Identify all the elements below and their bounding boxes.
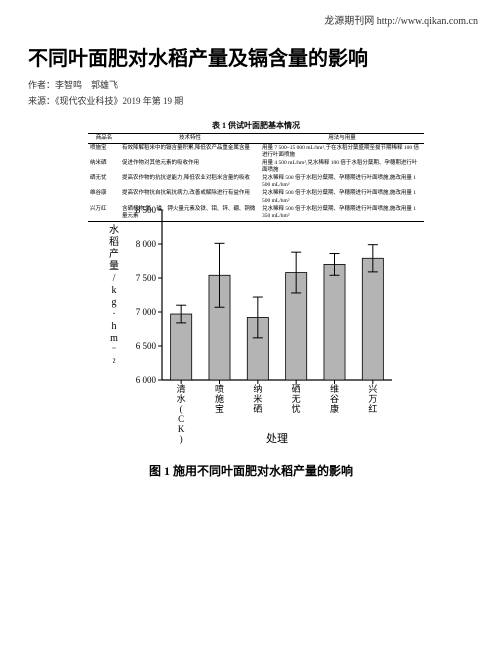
svg-text:h: h: [112, 321, 117, 332]
revenue-chart: 6 0006 5007 0007 5008 0008 500清水(CK)喷施宝纳…: [100, 200, 410, 460]
table-cell: 有效降解稻米中的镉含量积累,降低农产品重金属含量: [120, 144, 260, 160]
table-title: 表 1 供试叶面肥基本情况: [88, 120, 424, 131]
svg-text:硒: 硒: [253, 404, 262, 414]
svg-text:6 500: 6 500: [136, 341, 157, 351]
svg-text:硒: 硒: [292, 384, 301, 394]
svg-text:水: 水: [109, 224, 119, 236]
svg-text:水: 水: [177, 393, 186, 404]
svg-text:红: 红: [368, 403, 377, 414]
svg-text:): ): [180, 434, 183, 444]
author-line: 作者：李智鸣 郭雄飞: [28, 78, 118, 91]
svg-text:兴: 兴: [368, 384, 377, 394]
table-header-cell: 用法与用量: [260, 134, 424, 144]
svg-text:⁻: ⁻: [111, 345, 116, 356]
author-prefix: 作者：: [28, 80, 55, 90]
svg-text:谷: 谷: [330, 394, 339, 404]
svg-text:k: k: [112, 285, 117, 296]
svg-text:宝: 宝: [215, 403, 224, 414]
source-prefix: 来源：: [28, 96, 55, 106]
svg-text:处理: 处理: [266, 432, 288, 445]
svg-text:忧: 忧: [292, 403, 301, 414]
svg-text:²: ²: [113, 357, 116, 368]
svg-text:7 000: 7 000: [136, 307, 157, 317]
table-row: 喷施宝有效降解稻米中的镉含量积累,降低农产品重金属含量用量 7 500~15 0…: [88, 144, 424, 160]
chart-svg: 6 0006 5007 0007 5008 0008 500清水(CK)喷施宝纳…: [100, 200, 410, 460]
table-cell: 纳米硒: [88, 159, 120, 174]
svg-text:康: 康: [330, 403, 339, 414]
page-title: 不同叶面肥对水稻产量及镉含量的影响: [28, 42, 368, 71]
source-text: 《现代农业科技》2019 年第 19 期: [55, 96, 183, 106]
svg-text:施: 施: [215, 393, 224, 404]
svg-text:8 000: 8 000: [136, 239, 157, 249]
svg-text:·: ·: [112, 309, 115, 320]
table-cell: 用量 7 500~15 000 mL/hm²,于在水稻分蘖盛期至拔节期稀释 10…: [260, 144, 424, 160]
table-header-cell: 技术特性: [120, 134, 260, 144]
svg-text:K: K: [178, 424, 185, 434]
table-header-cell: 商品名: [88, 134, 120, 144]
svg-text:量: 量: [109, 260, 119, 272]
svg-text:C: C: [178, 414, 184, 424]
svg-text:(: (: [180, 404, 183, 414]
table-cell: 用量 4 500 mL/hm²,兑水稀释 100 倍于水稻分蘖期、孕穗期进行叶面…: [260, 159, 424, 174]
table-row: 硒无忧提高农作物的抗抗逆能力,降低农业对稻米含量的吸收兑水稀释 500 倍于水稻…: [88, 175, 424, 190]
svg-text:g: g: [112, 297, 117, 308]
svg-text:万: 万: [368, 394, 377, 404]
svg-text:稻: 稻: [109, 236, 119, 248]
svg-text:维: 维: [330, 383, 339, 394]
svg-text:纳: 纳: [253, 383, 262, 394]
table-cell: 促进作物对其他元素的吸收作用: [120, 159, 260, 174]
svg-text:清: 清: [177, 383, 186, 394]
svg-text:6 000: 6 000: [136, 375, 157, 385]
svg-text:喷: 喷: [215, 384, 224, 394]
svg-text:米: 米: [253, 393, 262, 404]
chart-caption: 图 1 施用不同叶面肥对水稻产量的影响: [0, 462, 502, 479]
svg-text:8 500: 8 500: [136, 205, 157, 215]
table-cell: 提高农作物的抗抗逆能力,降低农业对稻米含量的吸收: [120, 175, 260, 190]
svg-text:产: 产: [109, 247, 119, 260]
svg-text:/: /: [113, 273, 116, 284]
table-cell: 兑水稀释 500 倍于水稻分蘖期、孕穗期进行叶面喷施,施改用量 1 500 mL…: [260, 175, 424, 190]
svg-text:m: m: [110, 333, 118, 344]
table-cell: 硒无忧: [88, 175, 120, 190]
table-row: 纳米硒促进作物对其他元素的吸收作用用量 4 500 mL/hm²,兑水稀释 10…: [88, 159, 424, 174]
table-cell: 喷施宝: [88, 144, 120, 160]
svg-text:7 500: 7 500: [136, 273, 157, 283]
source-line: 来源：《现代农业科技》2019 年第 19 期: [28, 94, 183, 107]
svg-text:无: 无: [292, 394, 301, 404]
author-names: 李智鸣 郭雄飞: [55, 80, 118, 90]
site-header: 龙源期刊网 http://www.qikan.com.cn: [324, 12, 478, 27]
